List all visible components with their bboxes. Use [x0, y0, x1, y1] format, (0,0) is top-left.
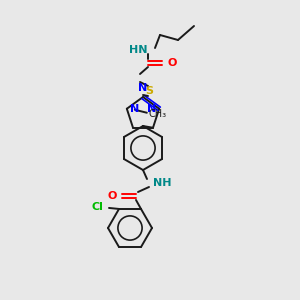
Text: NH: NH	[153, 178, 172, 188]
Text: N: N	[130, 104, 139, 114]
Text: HN: HN	[130, 45, 148, 55]
Text: O: O	[108, 191, 117, 201]
Text: CH₃: CH₃	[149, 109, 167, 119]
Text: Cl: Cl	[91, 202, 103, 212]
Text: O: O	[167, 58, 176, 68]
Text: N: N	[138, 83, 148, 93]
Text: N: N	[147, 104, 156, 114]
Text: S: S	[145, 86, 153, 96]
